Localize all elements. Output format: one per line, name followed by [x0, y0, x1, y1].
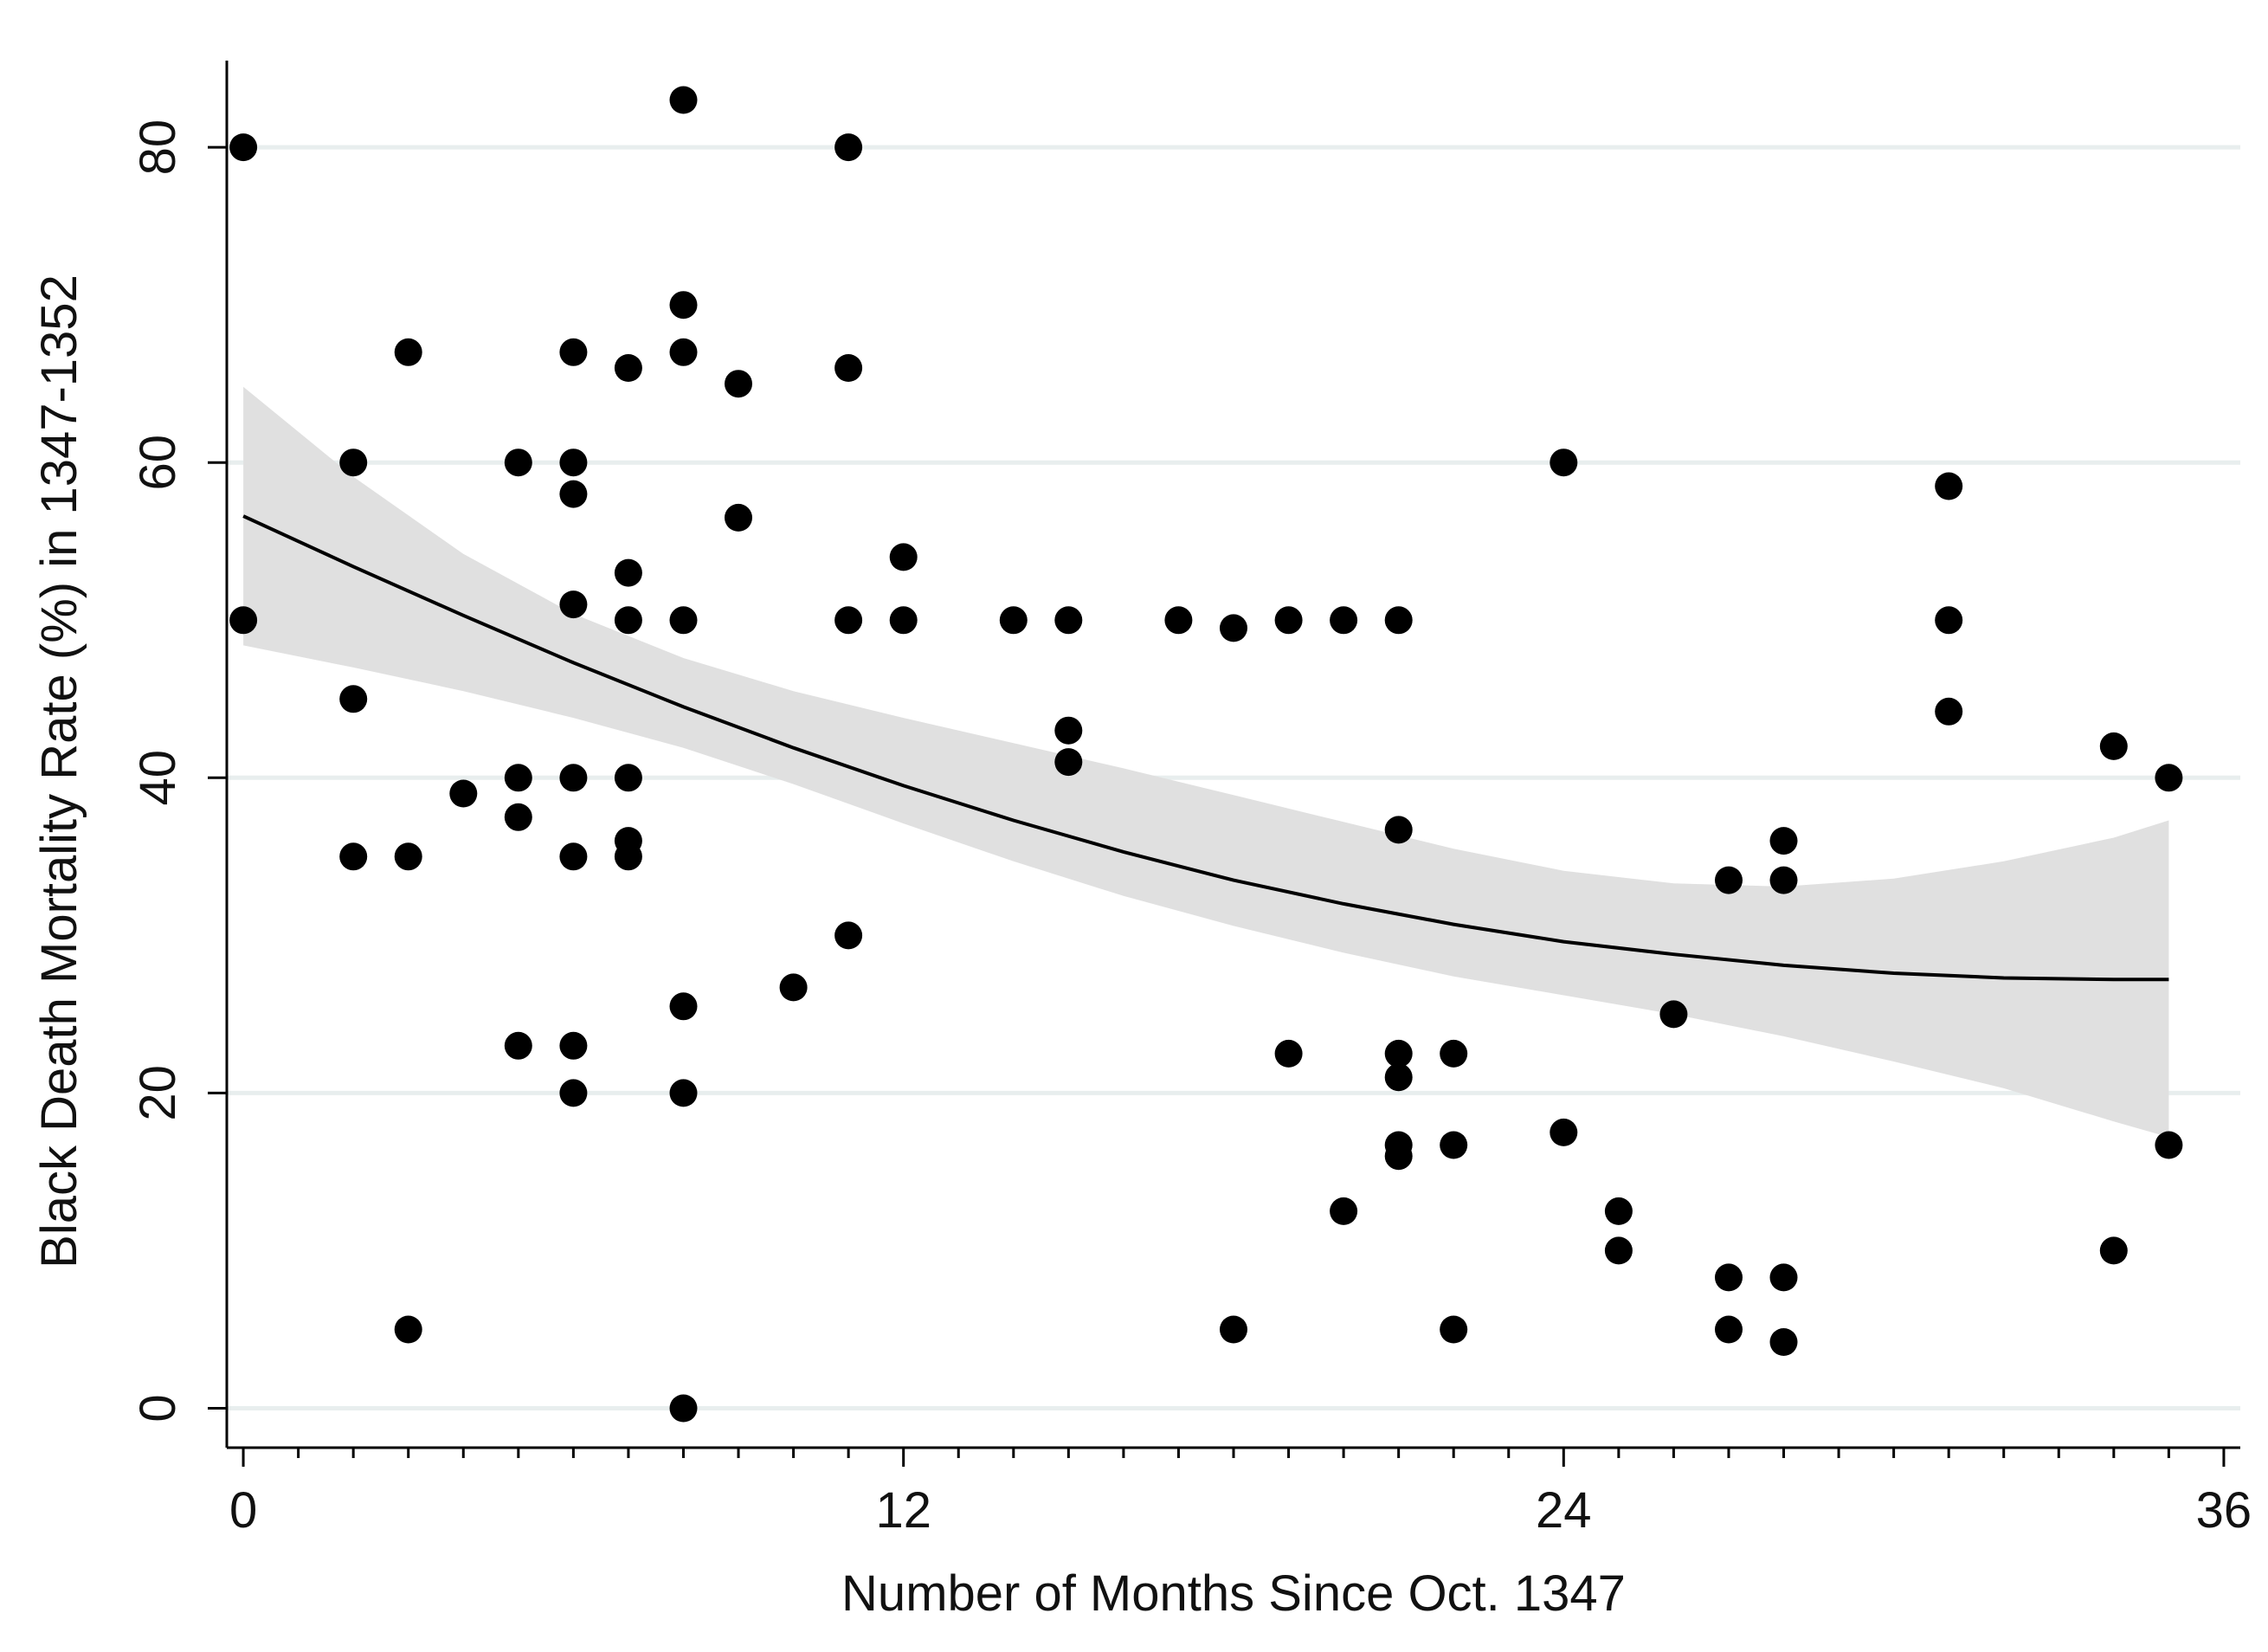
x-axis-title: Number of Months Since Oct. 1347: [841, 1565, 1626, 1622]
data-point: [559, 1079, 588, 1107]
data-point: [669, 291, 698, 319]
data-point: [1769, 866, 1798, 894]
data-point: [229, 133, 258, 162]
data-point: [559, 764, 588, 792]
data-point: [504, 1031, 532, 1060]
fit-line: [242, 514, 2169, 982]
data-point: [339, 685, 368, 713]
confidence-band: [243, 386, 2169, 1138]
data-point: [2099, 1236, 2128, 1265]
data-point: [1659, 1000, 1688, 1029]
data-point: [725, 503, 752, 532]
data-point: [889, 606, 918, 635]
data-point: [1330, 606, 1358, 635]
data-point: [339, 842, 368, 871]
data-point: [1164, 606, 1193, 635]
data-point: [559, 590, 588, 619]
y-tick-label: 20: [130, 1065, 186, 1121]
data-point: [2155, 764, 2183, 792]
data-point: [1220, 1315, 1247, 1344]
data-point: [834, 921, 863, 950]
x-tick-label: 24: [1536, 1482, 1592, 1539]
data-point: [1550, 1118, 1578, 1146]
data-point: [614, 354, 642, 382]
data-point: [504, 448, 532, 477]
data-point: [1054, 716, 1083, 745]
x-tick-label: 12: [875, 1482, 931, 1539]
data-point: [669, 338, 698, 366]
data-point: [779, 973, 808, 1002]
data-point: [2155, 1131, 2183, 1159]
data-point: [559, 1031, 588, 1060]
data-point: [504, 764, 532, 792]
data-point: [394, 1315, 422, 1344]
data-point: [1054, 606, 1083, 635]
data-point: [1550, 448, 1578, 477]
data-point: [1384, 1039, 1413, 1068]
data-point: [394, 842, 422, 871]
data-point: [559, 842, 588, 871]
data-point: [669, 606, 698, 635]
y-tick-label: 80: [130, 119, 186, 176]
data-point: [2099, 732, 2128, 760]
data-point: [669, 86, 698, 114]
data-point: [1935, 697, 1963, 726]
data-point: [834, 606, 863, 635]
data-point: [1935, 606, 1963, 635]
confidence-band-layer: [243, 386, 2169, 1138]
y-tick-label: 0: [130, 1394, 186, 1422]
data-points: [229, 86, 2183, 1423]
data-point: [1440, 1131, 1468, 1159]
y-axis-title: Black Death Mortality Rate (%) in 1347-1…: [31, 274, 87, 1268]
data-point: [1715, 1315, 1743, 1344]
data-point: [449, 779, 478, 808]
data-point: [614, 606, 642, 635]
x-tick-label: 36: [2196, 1482, 2252, 1539]
data-point: [834, 133, 863, 162]
data-point: [1769, 827, 1798, 855]
y-tick-label: 60: [130, 435, 186, 491]
data-point: [559, 448, 588, 477]
data-point: [725, 370, 752, 398]
x-tick-label: 0: [229, 1482, 257, 1539]
data-point: [1274, 1039, 1303, 1068]
data-point: [614, 558, 642, 587]
data-point: [669, 992, 698, 1021]
data-point: [339, 448, 368, 477]
data-point: [1384, 1063, 1413, 1092]
data-point: [1769, 1263, 1798, 1292]
data-point: [889, 543, 918, 571]
data-point: [669, 1394, 698, 1423]
data-point: [834, 354, 863, 382]
data-point: [1715, 866, 1743, 894]
data-point: [1604, 1236, 1633, 1265]
data-point: [1330, 1197, 1358, 1225]
y-tick-label: 40: [130, 750, 186, 806]
data-point: [1935, 472, 1963, 500]
data-point: [1604, 1197, 1633, 1225]
data-point: [559, 338, 588, 366]
data-point: [1769, 1328, 1798, 1356]
data-point: [1440, 1315, 1468, 1344]
data-point: [669, 1079, 698, 1107]
data-point: [1274, 606, 1303, 635]
axes: 0 20 40 60 80 0 12 24 36: [130, 61, 2252, 1539]
data-point: [1054, 748, 1083, 777]
data-point: [1384, 816, 1413, 844]
data-point: [614, 842, 642, 871]
data-point: [999, 606, 1028, 635]
data-point: [1384, 606, 1413, 635]
data-point: [559, 480, 588, 508]
data-point: [1384, 1142, 1413, 1171]
data-point: [394, 338, 422, 366]
data-point: [1715, 1263, 1743, 1292]
fit-line-layer: [242, 514, 2169, 982]
data-point: [504, 803, 532, 831]
data-point: [229, 606, 258, 635]
data-point: [1220, 614, 1247, 642]
data-point: [614, 764, 642, 792]
data-point: [1440, 1039, 1468, 1068]
